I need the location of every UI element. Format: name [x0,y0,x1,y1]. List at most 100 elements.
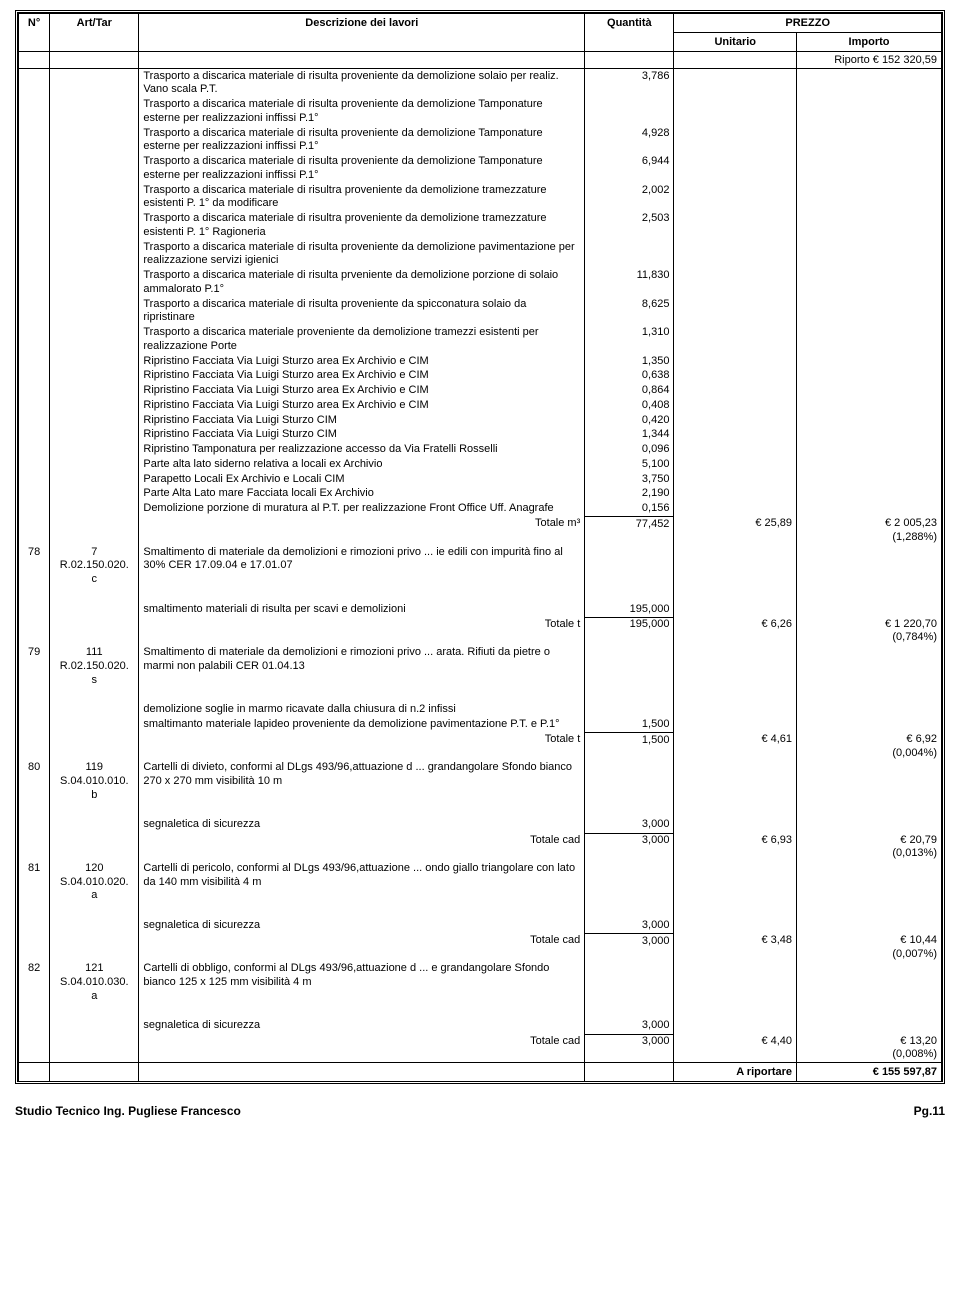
cell [19,530,50,545]
line-desc: demolizione soglie in marmo ricavate dal… [139,703,585,718]
cell [797,472,942,487]
cell [585,1004,674,1019]
qty-cell [585,240,674,269]
table-row: Trasporto a discarica materiale di risul… [19,240,942,269]
cell [19,369,50,384]
item-totale-imp: € 13,20 [797,1034,942,1048]
table-row: Ripristino Facciata Via Luigi Sturzo CIM… [19,413,942,428]
cell [797,587,942,602]
desc-cell: Ripristino Facciata Via Luigi Sturzo are… [139,369,585,384]
table-row: Trasporto a discarica materiale di risul… [19,212,942,241]
cell [139,1048,585,1063]
table-row: Totale cad3,000€ 4,40€ 13,20 [19,1034,942,1048]
cell [797,354,942,369]
cell [797,602,942,617]
qty-cell: 5,100 [585,457,674,472]
desc-cell: Parte alta lato siderno relativa a local… [139,457,585,472]
cell [674,269,797,298]
table-row: (0,784%) [19,631,942,646]
cell [674,631,797,646]
riporto-cell: Riporto € 152 320,59 [797,52,942,69]
cell [50,69,139,98]
table-row: Parte alta lato siderno relativa a local… [19,457,942,472]
item-totale-unit: € 6,93 [674,833,797,847]
line-qty: 3,000 [585,818,674,833]
cell [50,904,139,919]
cell [139,947,585,962]
cell [50,733,139,747]
qty-cell: 0,638 [585,369,674,384]
cell [797,155,942,184]
item-title: Cartelli di obbligo, conformi al DLgs 49… [139,962,585,1004]
cell [585,1048,674,1063]
cell [139,803,585,818]
totale-pct: (1,288%) [797,530,942,545]
item-art: 7R.02.150.020.c [50,545,139,587]
qty-cell: 4,928 [585,126,674,155]
item-title: Smaltimento di materiale da demolizioni … [139,545,585,587]
cell [674,530,797,545]
item-totale-pct: (0,004%) [797,746,942,761]
cell [50,354,139,369]
cell [19,155,50,184]
item-totale-pct: (0,013%) [797,847,942,862]
qty-cell: 3,750 [585,472,674,487]
cell [674,126,797,155]
cell [50,688,139,703]
qty-cell: 0,408 [585,398,674,413]
footer-left: Studio Tecnico Ing. Pugliese Francesco [15,1104,241,1118]
cell [674,183,797,212]
cell [674,98,797,127]
item-totale-imp: € 6,92 [797,733,942,747]
qty-cell: 11,830 [585,269,674,298]
cell [139,847,585,862]
cell [50,617,139,631]
table-row: Ripristino Facciata Via Luigi Sturzo are… [19,398,942,413]
item-n: 79 [19,646,50,688]
hdr-n: N° [19,14,50,52]
desc-cell: Demolizione porzione di muratura al P.T.… [139,502,585,517]
cell [674,861,797,903]
cell [674,803,797,818]
item-totale-label: Totale cad [139,1034,585,1048]
cell [797,212,942,241]
cell [674,155,797,184]
cell [797,240,942,269]
cell [674,69,797,98]
cell [585,761,674,803]
riporto-label: Riporto [834,54,869,66]
cell [797,428,942,443]
cell [797,918,942,933]
totale-qty: 77,452 [585,517,674,531]
line-qty: 3,000 [585,1019,674,1034]
item-totale-imp: € 10,44 [797,934,942,948]
line-desc: smaltimanto materiale lapideo provenient… [139,717,585,732]
cell [19,617,50,631]
cell [19,183,50,212]
cell [674,545,797,587]
cell [585,962,674,1004]
cell [674,212,797,241]
cell [50,934,139,948]
cell [19,354,50,369]
cell [797,545,942,587]
cell [797,487,942,502]
cell [50,530,139,545]
cell [585,904,674,919]
desc-cell: Trasporto a discarica materiale di risul… [139,240,585,269]
footer-right: Pg.11 [914,1104,945,1118]
cell [139,1004,585,1019]
desc-cell: Ripristino Facciata Via Luigi Sturzo CIM [139,413,585,428]
cell [585,947,674,962]
desc-cell: Trasporto a discarica materiale di risul… [139,297,585,326]
table-row: Parte Alta Lato mare Facciata locali Ex … [19,487,942,502]
cell [50,297,139,326]
cell [19,1034,50,1048]
cell [674,947,797,962]
cell [797,861,942,903]
qty-cell: 6,944 [585,155,674,184]
desc-cell: Ripristino Facciata Via Luigi Sturzo are… [139,398,585,413]
cell [50,487,139,502]
cell [797,803,942,818]
cell [797,717,942,732]
